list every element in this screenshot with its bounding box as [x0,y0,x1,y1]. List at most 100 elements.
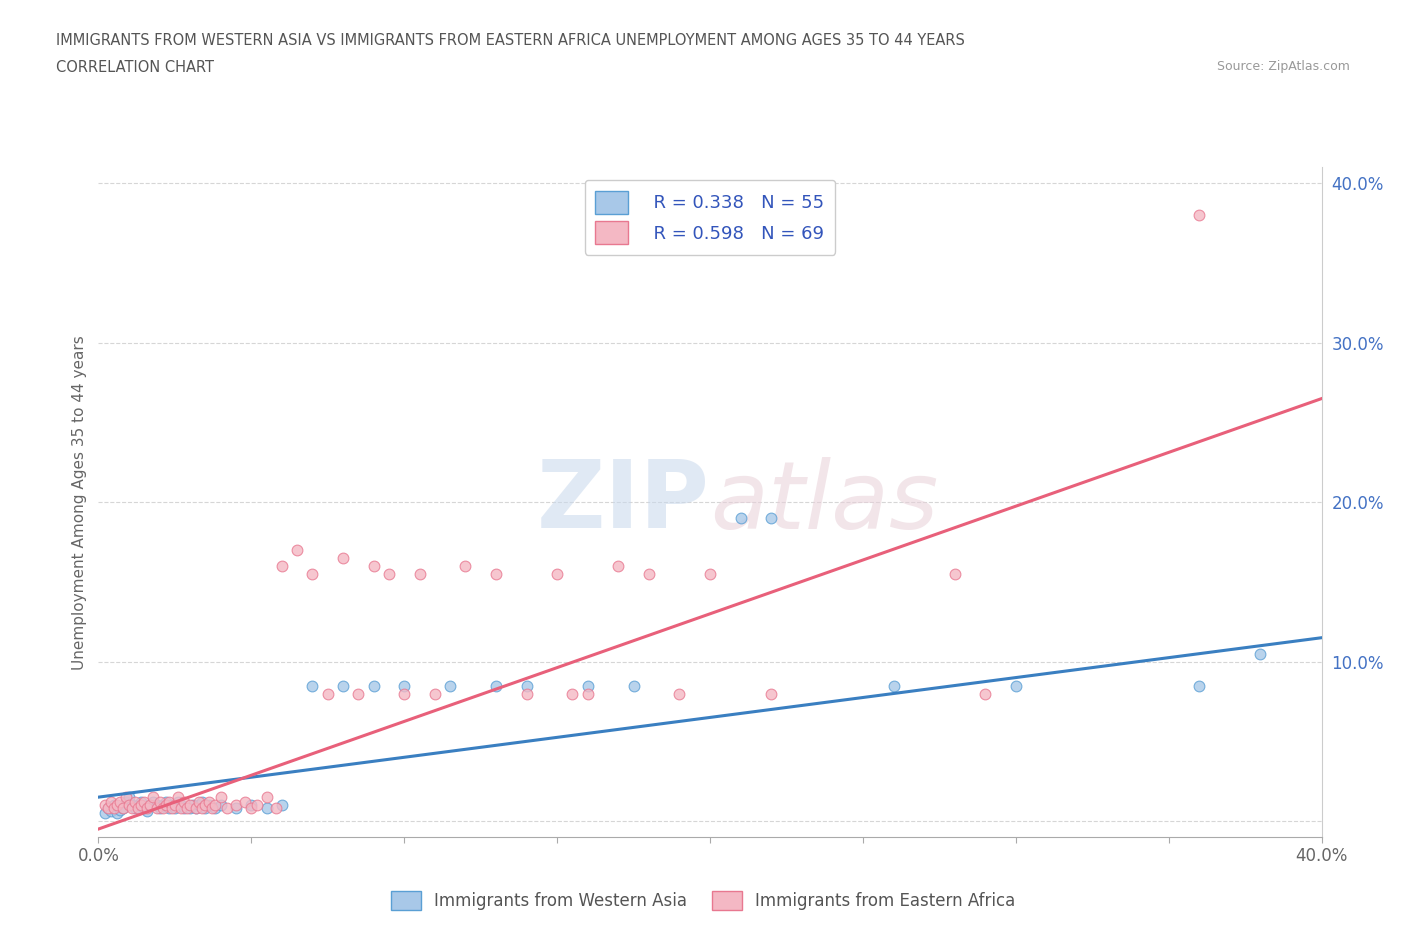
Point [209,798,232,813]
Point [246,798,269,813]
Point [516,686,538,701]
Text: Source: ZipAtlas.com: Source: ZipAtlas.com [1216,60,1350,73]
Point [256,790,278,804]
Point [392,678,416,693]
Point [191,801,214,816]
Point [215,801,238,816]
Point [240,798,263,813]
Point [316,686,339,701]
Point [576,678,599,693]
Point [301,566,323,581]
Point [157,801,180,816]
Point [97,801,120,816]
Point [179,798,201,813]
Point [118,798,141,813]
Point [163,801,186,816]
Point [454,559,477,574]
Point [197,794,219,809]
Point [179,801,201,816]
Point [285,542,308,557]
Point [264,801,287,816]
Point [176,801,198,816]
Point [129,794,152,809]
Point [167,790,190,804]
Point [157,794,180,809]
Legend:   R = 0.338   N = 55,   R = 0.598   N = 69: R = 0.338 N = 55, R = 0.598 N = 69 [585,179,835,255]
Point [186,801,208,816]
Point [637,566,661,581]
Point [347,686,370,701]
Point [240,801,263,816]
Text: CORRELATION CHART: CORRELATION CHART [56,60,214,75]
Point [145,801,167,816]
Point [108,794,131,809]
Point [105,805,128,820]
Point [546,566,568,581]
Point [93,798,115,813]
Point [134,801,156,816]
Legend: Immigrants from Western Asia, Immigrants from Eastern Africa: Immigrants from Western Asia, Immigrants… [384,884,1022,917]
Point [115,790,138,804]
Point [186,801,208,816]
Point [139,798,162,813]
Point [155,794,177,809]
Point [439,678,461,693]
Point [607,559,630,574]
Text: atlas: atlas [710,457,938,548]
Point [883,678,905,693]
Point [378,566,401,581]
Point [115,794,138,809]
Point [124,801,146,816]
Y-axis label: Unemployment Among Ages 35 to 44 years: Unemployment Among Ages 35 to 44 years [72,335,87,670]
Point [170,798,193,813]
Text: IMMIGRANTS FROM WESTERN ASIA VS IMMIGRANTS FROM EASTERN AFRICA UNEMPLOYMENT AMON: IMMIGRANTS FROM WESTERN ASIA VS IMMIGRAN… [56,33,965,47]
Point [623,678,645,693]
Point [270,798,292,813]
Point [485,566,508,581]
Point [103,801,125,816]
Point [170,801,193,816]
Point [149,801,172,816]
Point [121,801,143,816]
Point [97,801,120,816]
Point [225,798,247,813]
Point [136,804,159,819]
Point [408,566,430,581]
Point [301,678,323,693]
Point [160,798,183,813]
Point [561,686,583,701]
Text: ZIP: ZIP [537,457,710,548]
Point [974,686,997,701]
Point [93,805,115,820]
Point [191,794,214,809]
Point [485,678,508,693]
Point [194,801,217,816]
Point [516,678,538,693]
Point [256,801,278,816]
Point [197,798,219,813]
Point [127,798,149,813]
Point [200,801,222,816]
Point [105,798,128,813]
Point [392,686,416,701]
Point [136,801,159,816]
Point [134,794,156,809]
Point [204,798,226,813]
Point [270,559,292,574]
Point [576,686,599,701]
Point [759,686,782,701]
Point [149,794,172,809]
Point [124,794,146,809]
Point [1249,646,1271,661]
Point [225,801,247,816]
Point [1188,678,1211,693]
Point [118,790,141,804]
Point [759,511,782,525]
Point [152,801,174,816]
Point [332,551,354,565]
Point [1004,678,1026,693]
Point [100,794,122,809]
Point [233,794,256,809]
Point [167,794,190,809]
Point [204,801,226,816]
